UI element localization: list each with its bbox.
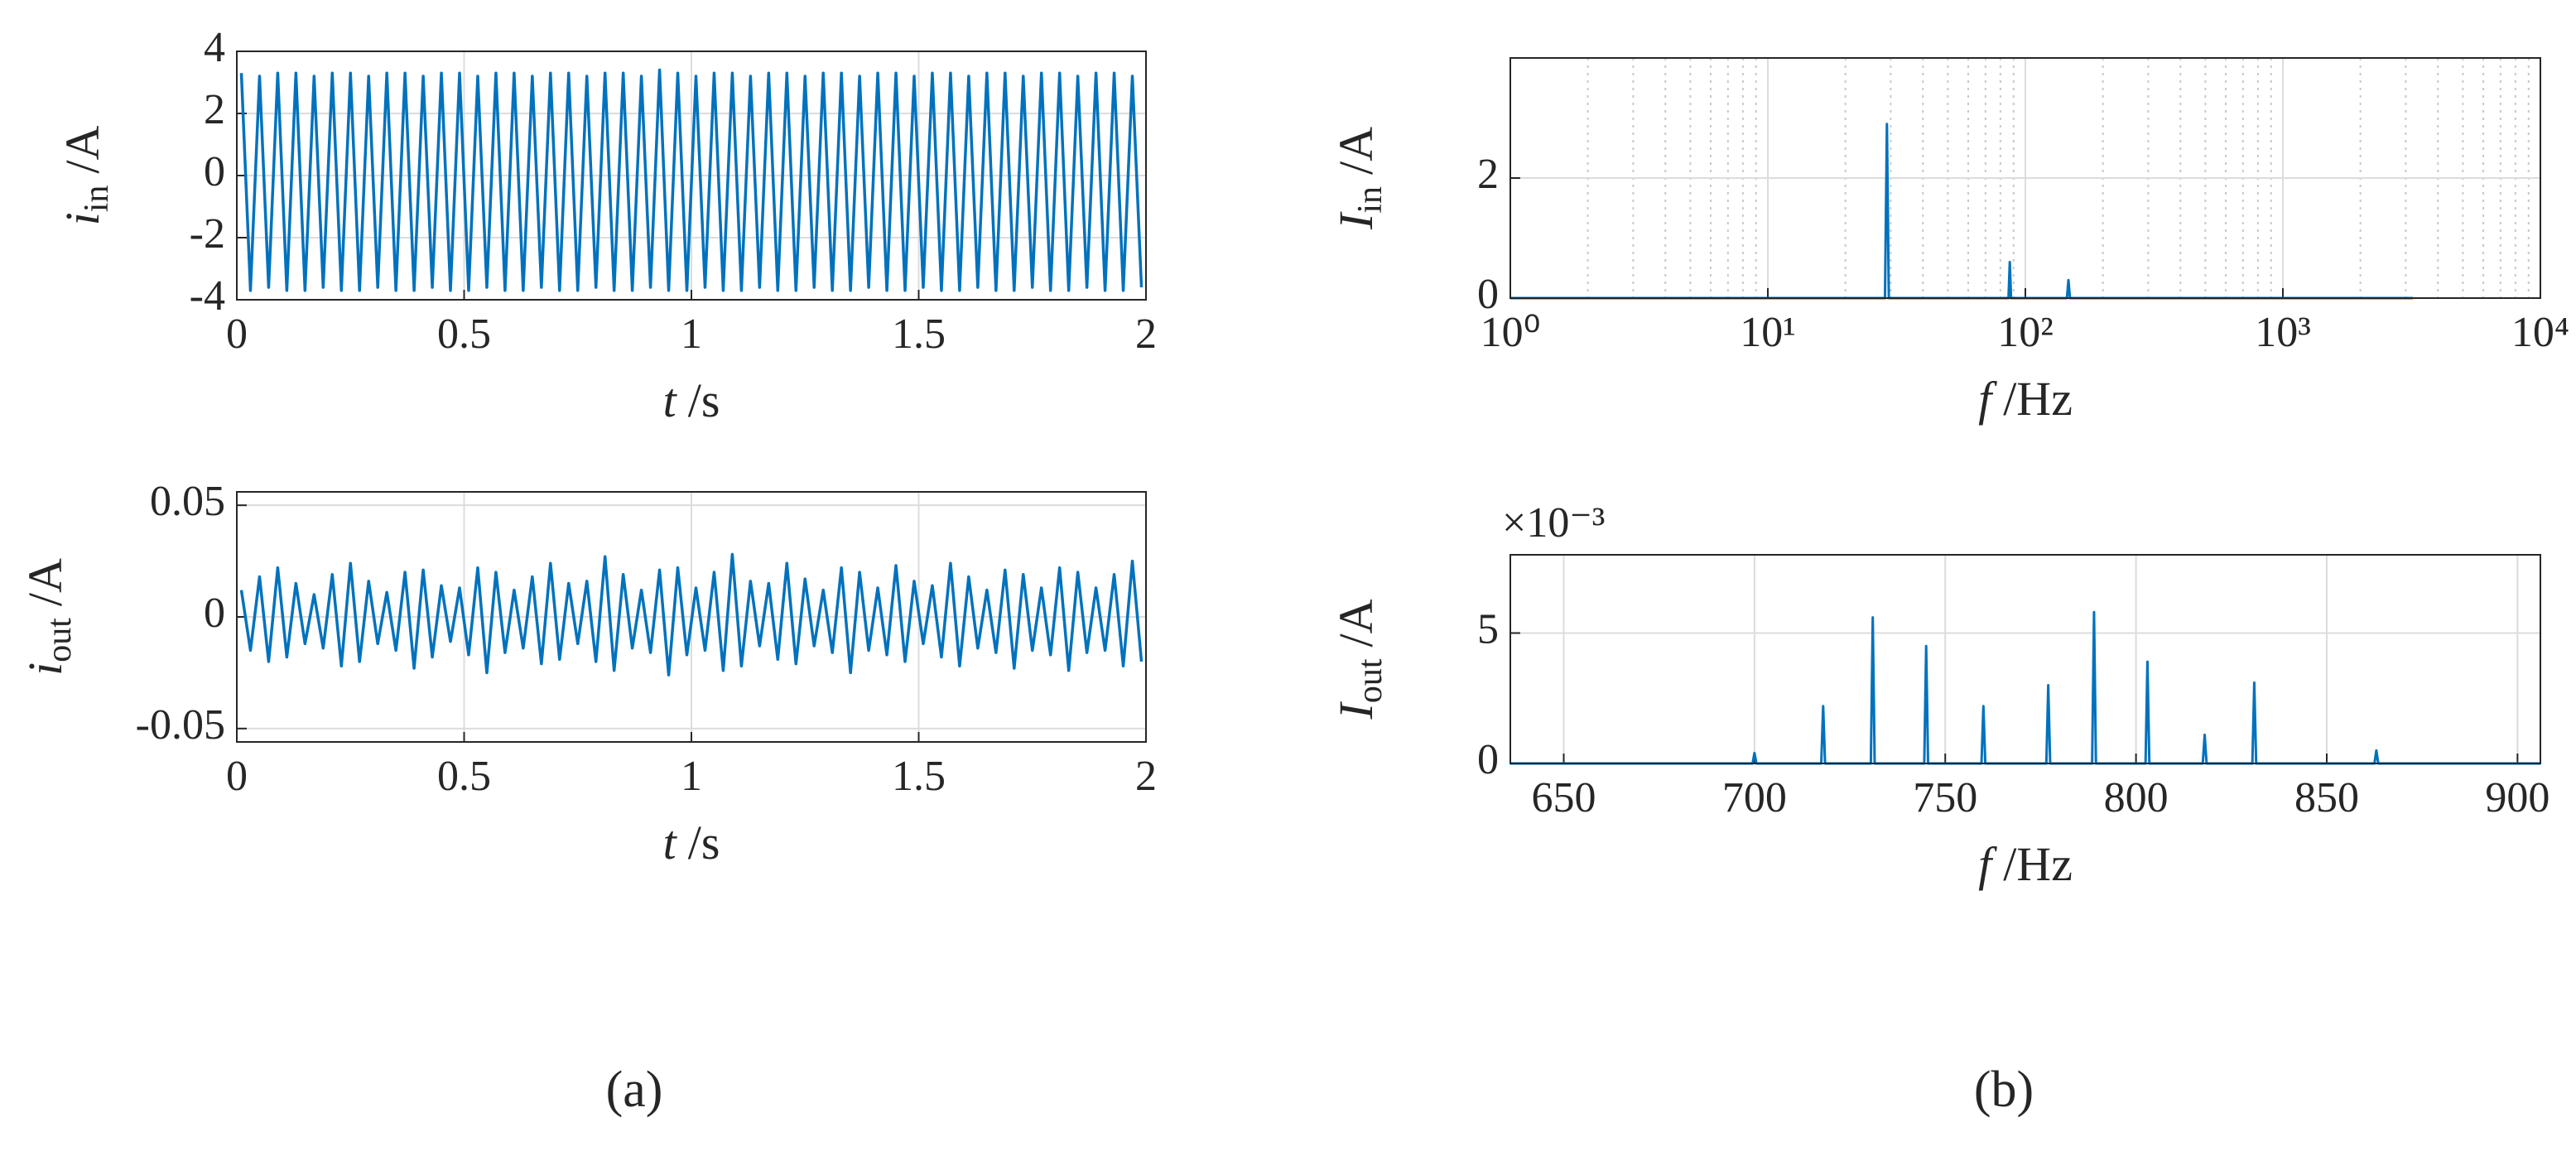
- y-label-unit: /A: [1329, 127, 1383, 175]
- x-tick-label: 10⁰: [1481, 309, 1541, 356]
- y-tick-label: -2: [190, 210, 225, 258]
- x-tick-label: 900: [2485, 774, 2550, 821]
- x-tick-label: 1: [681, 753, 702, 800]
- axes-box: [236, 51, 1147, 301]
- y-label-symbol: i: [18, 662, 72, 676]
- x-tick-label: 1: [681, 311, 702, 358]
- y-label-symbol: i: [55, 212, 109, 225]
- x-label-symbol: f: [1978, 837, 1997, 891]
- y-label-symbol: I: [1329, 701, 1383, 720]
- y-label-symbol: I: [1329, 211, 1383, 230]
- x-tick-label: 10³: [2255, 309, 2311, 356]
- y-tick-label: -4: [190, 272, 225, 320]
- y-tick-label: 0: [204, 590, 225, 637]
- x-tick-label: 0: [226, 753, 248, 800]
- y-tick-label: 2: [204, 86, 225, 133]
- x-axis-label: f/Hz: [1978, 837, 2073, 891]
- x-axis-label: t/s: [663, 816, 720, 869]
- axes-box: [236, 491, 1147, 743]
- y-label-subscript: out: [1351, 658, 1389, 703]
- x-label-symbol: t: [663, 816, 678, 869]
- x-label-unit: /Hz: [2003, 372, 2073, 426]
- y-tick-label: 2: [1477, 151, 1499, 198]
- x-tick-label: 650: [1532, 774, 1596, 821]
- y-label-unit: /A: [55, 125, 109, 173]
- y-label-subscript: out: [41, 618, 79, 662]
- y-tick-label: 0.05: [150, 478, 225, 525]
- x-tick-label: 1.5: [892, 753, 946, 800]
- x-tick-label: 0.5: [437, 311, 491, 358]
- x-tick-label: 10²: [1997, 309, 2054, 356]
- panel-label: (a): [606, 1062, 663, 1118]
- y-label-unit: /A: [18, 558, 72, 606]
- y-axis-label: Iout/A: [1329, 599, 1389, 720]
- panel-label: (b): [1974, 1062, 2034, 1118]
- data-line: [1510, 123, 2414, 300]
- x-tick-label: 2: [1135, 753, 1157, 800]
- y-axis-label: Iin/A: [1329, 127, 1389, 230]
- x-tick-label: 850: [2294, 774, 2359, 821]
- x-tick-label: 10¹: [1740, 309, 1796, 356]
- data-line: [239, 68, 1144, 292]
- y-tick-label: 0: [1477, 271, 1499, 318]
- x-axis-label: t/s: [663, 373, 720, 427]
- x-label-unit: /s: [688, 373, 720, 427]
- data-line: [1510, 610, 2540, 765]
- y-label-subscript: in: [78, 185, 116, 213]
- y-tick-label: -0.05: [136, 701, 225, 749]
- x-label-unit: /s: [688, 816, 720, 869]
- x-axis-label: f/Hz: [1978, 372, 2073, 426]
- y-tick-label: 0: [204, 148, 225, 195]
- x-tick-label: 750: [1913, 774, 1977, 821]
- x-tick-label: 10⁴: [2511, 309, 2569, 356]
- x-label-symbol: f: [1978, 372, 1997, 426]
- axes-box: [1509, 57, 2541, 299]
- y-label-unit: /A: [1329, 599, 1383, 647]
- x-tick-label: 700: [1722, 774, 1787, 821]
- y-axis-label: iout/A: [18, 558, 78, 676]
- x-label-unit: /Hz: [2003, 837, 2073, 891]
- y-tick-label: 0: [1477, 736, 1499, 783]
- x-tick-label: 800: [2104, 774, 2169, 821]
- y-tick-label: 4: [204, 24, 225, 71]
- x-tick-label: 0: [226, 311, 248, 358]
- axes-box: [1509, 554, 2541, 764]
- y-axis-label: iin/A: [55, 125, 115, 225]
- x-tick-label: 1.5: [892, 311, 946, 358]
- y-multiplier: ×10⁻³: [1502, 499, 1605, 547]
- x-label-symbol: t: [663, 373, 678, 427]
- data-line: [239, 552, 1144, 677]
- x-tick-label: 0.5: [437, 753, 491, 800]
- x-tick-label: 2: [1135, 311, 1157, 358]
- y-label-subscript: in: [1351, 186, 1389, 214]
- y-tick-label: 5: [1477, 605, 1499, 653]
